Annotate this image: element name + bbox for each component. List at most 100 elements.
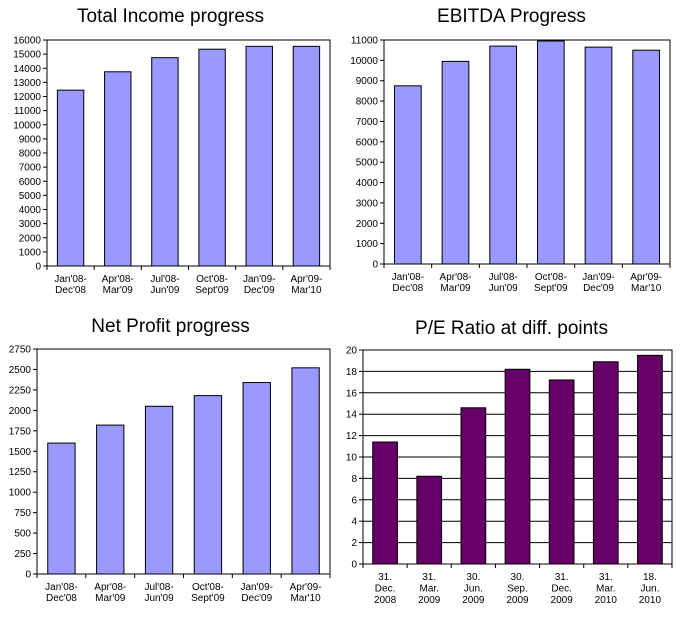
- plot-area-frame: [36, 348, 331, 575]
- y-tick-label: 250: [14, 549, 31, 560]
- bar: [536, 40, 565, 265]
- bar: [372, 441, 398, 565]
- bar: [548, 379, 575, 565]
- y-tick-label: 8: [351, 474, 357, 485]
- x-tick-label: 30. Sep. 2009: [506, 572, 529, 606]
- y-tick-label: 7000: [356, 117, 379, 128]
- x-tick-label: Apr'09-Mar'10: [630, 272, 662, 294]
- y-tick-label: 1500: [9, 447, 32, 458]
- y-tick-label: 12: [346, 431, 358, 442]
- y-tick-label: 9000: [19, 134, 42, 145]
- y-tick-label: 10000: [350, 56, 378, 67]
- y-tick-label: 2500: [9, 365, 32, 376]
- chart-net-profit-plot: 0 250 500 750 1000 1250 1500 1750 2000 2250 2500 27…: [9, 345, 331, 604]
- y-tick-label: 1000: [356, 239, 379, 250]
- x-tick-label: Apr'08-Mar'09: [94, 582, 126, 604]
- bar: [460, 407, 487, 565]
- x-tick-label: 30. Jun. 2009: [462, 572, 485, 606]
- bar: [292, 45, 321, 267]
- chart-title: Net Profit progress: [91, 316, 250, 337]
- x-tick-label: Jul'08-Jun'09: [489, 272, 519, 294]
- y-tick-label: 2000: [19, 233, 42, 244]
- chart-total-income-plot: 0 1000 2000 3000 4000 5000 6000 7000 8000 9000 100…: [13, 36, 331, 296]
- y-tick-label: 3000: [356, 198, 379, 209]
- y-tick-label: 9000: [356, 76, 379, 87]
- y-tick-label: 11000: [351, 36, 379, 47]
- x-tick-label: Jan'08-Dec'08: [45, 582, 78, 604]
- bar: [637, 354, 663, 565]
- chart-total-income: Total Income progress 0 1000 2000 3000 4000 5…: [0, 0, 341, 314]
- bar: [151, 57, 179, 267]
- y-tick-label: 6000: [19, 177, 42, 188]
- y-tick-label: 2250: [9, 385, 32, 396]
- bar: [56, 89, 85, 267]
- chart-title: EBITDA Progress: [437, 6, 586, 27]
- chart-ebitda: EBITDA Progress 0 1000 2000 3000 4000 5000 600…: [341, 0, 682, 314]
- x-tick-label: Jan'09-Dec'09: [241, 582, 274, 604]
- y-tick-label: 14000: [13, 64, 41, 75]
- x-tick-label: Oct'08-Sept'09: [195, 274, 229, 296]
- x-tick-label: Jan'08-Dec'08: [392, 272, 425, 294]
- y-tick-label: 16: [346, 388, 358, 399]
- y-tick-label: 20: [346, 346, 358, 357]
- y-tick-label: 18: [346, 367, 358, 378]
- bar: [245, 45, 273, 267]
- y-tick-label: 7000: [19, 163, 42, 174]
- bar: [632, 49, 661, 265]
- bar: [441, 60, 470, 265]
- chart-net-profit: Net Profit progress 0 250 500 750 1000 1250 15…: [0, 314, 341, 628]
- y-tick-label: 13000: [13, 78, 41, 89]
- x-tick-label: 18. Jun. 2010: [639, 572, 662, 606]
- x-tick-label: Apr'09-Mar'10: [290, 582, 322, 604]
- bar: [592, 361, 619, 565]
- y-tick-label: 1000: [9, 488, 32, 499]
- bar: [489, 45, 518, 265]
- bar: [96, 424, 125, 575]
- chart-pe-ratio: P/E Ratio at diff. points 0 2 4 6 8 10 12 14 16 1…: [341, 314, 682, 628]
- y-tick-label: 12000: [13, 92, 41, 103]
- y-tick-label: 500: [14, 529, 31, 540]
- y-tick-label: 0: [25, 570, 31, 581]
- y-tick-label: 4000: [356, 178, 379, 189]
- y-tick-label: 4000: [19, 205, 42, 216]
- y-tick-label: 750: [14, 508, 31, 519]
- x-tick-label: 31. Dec. 2009: [551, 572, 574, 606]
- x-tick-label: Apr'08-Mar'09: [440, 272, 472, 294]
- x-tick-label: Apr'08-Mar'09: [102, 274, 134, 296]
- y-tick-label: 1750: [9, 426, 32, 437]
- y-tick-label: 10000: [13, 120, 41, 131]
- y-tick-label: 16000: [13, 36, 41, 47]
- y-tick-label: 5000: [356, 158, 379, 169]
- y-tick-label: 4: [351, 517, 357, 528]
- bar: [47, 442, 76, 575]
- x-tick-label: Apr'09-Mar'10: [290, 274, 322, 296]
- y-tick-label: 6000: [356, 137, 379, 148]
- x-tick-label: 31. Mar. 2009: [418, 572, 441, 606]
- chart-title: Total Income progress: [77, 6, 264, 27]
- chart-pe-ratio-plot: 0 2 4 6 8 10 12 14 16 18 20 31. Dec. 2008 31. Mar. 2009 3…: [346, 346, 673, 606]
- x-tick-label: Jan'09-Dec'09: [582, 272, 615, 294]
- y-tick-label: 6: [351, 495, 357, 506]
- x-tick-label: Oct'08-Sept'09: [534, 272, 568, 294]
- y-tick-label: 0: [35, 262, 41, 273]
- x-tick-label: Jul'08-Jun'09: [145, 582, 175, 604]
- y-tick-label: 14: [346, 410, 358, 421]
- plot-area-frame: [46, 39, 331, 267]
- y-tick-label: 0: [351, 560, 357, 571]
- y-tick-label: 2: [351, 538, 357, 549]
- y-tick-label: 8000: [356, 97, 379, 108]
- chart-ebitda-plot: 0 1000 2000 3000 4000 5000 6000 7000 8000 9000 100…: [350, 36, 671, 294]
- bar: [198, 48, 226, 267]
- y-tick-label: 0: [372, 260, 378, 271]
- bar: [393, 85, 422, 265]
- y-tick-label: 3000: [19, 219, 42, 230]
- chart-title: P/E Ratio at diff. points: [415, 318, 608, 339]
- y-tick-label: 10: [346, 453, 358, 464]
- y-tick-label: 11000: [14, 106, 42, 117]
- y-tick-label: 8000: [19, 149, 42, 160]
- bar: [144, 405, 174, 575]
- y-tick-label: 2750: [9, 345, 32, 356]
- y-tick-label: 15000: [13, 50, 41, 61]
- bar: [242, 382, 271, 575]
- x-tick-label: Jan'08-Dec'08: [54, 274, 87, 296]
